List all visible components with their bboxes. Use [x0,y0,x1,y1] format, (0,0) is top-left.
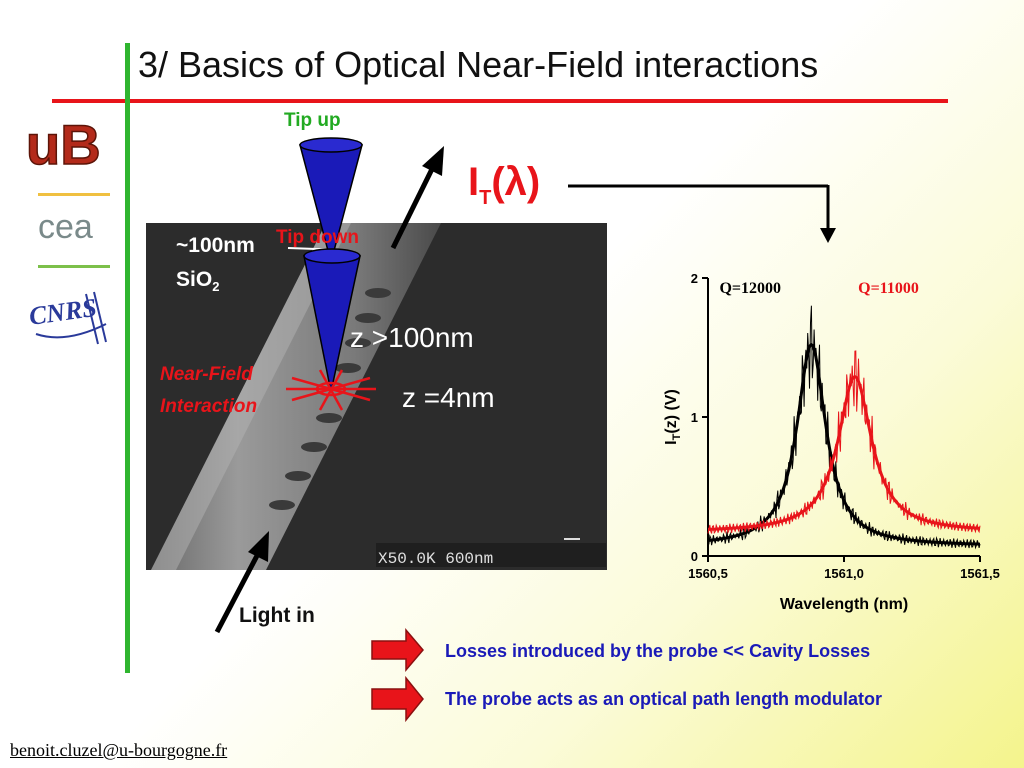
y-tick-label: 2 [691,271,698,286]
q-annotation-1: Q=12000 [719,280,781,297]
cea-logo-text: cea [38,210,93,246]
ub-logo: uB [25,112,101,174]
y-tick-label: 1 [691,410,698,425]
scale-bar-text: X50.0K 600nm [378,550,493,568]
thickness-label: ~100nm [176,234,255,257]
title-underline [52,99,948,103]
waveguide-micrograph: X50.0K 600nm [146,223,607,570]
y-axis-label: IT(z) (V) [663,389,683,445]
light-in-label: Light in [239,604,315,627]
sem-image: X50.0K 600nm [146,223,607,570]
logo-divider [38,193,110,196]
x-tick-label: 1561,0 [824,566,864,581]
signal-connector-arrow [568,184,836,243]
page-title: 3/ Basics of Optical Near-Field interact… [138,44,819,85]
light-in-arrow [214,531,269,634]
ub-logo-text: uB [26,113,101,174]
left-divider [125,43,130,673]
cea-logo: cea [38,210,93,246]
series-1-data [707,305,981,550]
bullet-arrow-1 [371,627,424,673]
z-near-label: z =4nm [402,382,495,413]
interaction-label: Interaction [160,396,258,417]
footer-email-link[interactable]: benoit.cluzel@u-bourgogne.fr [10,740,228,760]
x-tick-label: 1560,5 [688,566,728,581]
transmission-label: IT(λ) [468,160,541,209]
cnrs-logo: CNRS [27,291,107,345]
probe-tip-down [303,248,361,393]
transmitted-light-arrow [390,146,444,250]
series-2-data [707,350,981,535]
z-far-label: z >100nm [350,322,474,353]
x-axis-label: Wavelength (nm) [780,596,908,613]
x-tick-label: 1561,5 [960,566,1000,581]
q-annotation-2: Q=11000 [858,280,919,297]
tip-up-label: Tip up [284,110,341,131]
near-field-burst [286,369,376,411]
probe-tip-up [299,137,363,265]
material-label: SiO2 [176,268,220,295]
series-2-fit [708,375,980,531]
near-field-label: Near-Field [160,364,253,385]
series-1-fit [707,342,980,546]
bullet-text-1: Losses introduced by the probe << Cavity… [445,641,871,661]
y-tick-label: 0 [691,549,698,564]
logo-divider [38,265,110,268]
transmission-chart: 1560,5 1561,0 1561,5 0 1 2 Wavelength (nm) IT(z… [663,271,1000,613]
bullet-text-2: The probe acts as an optical path length… [445,689,883,709]
tip-down-label: Tip down [276,227,360,248]
bullet-arrow-2 [371,675,424,723]
